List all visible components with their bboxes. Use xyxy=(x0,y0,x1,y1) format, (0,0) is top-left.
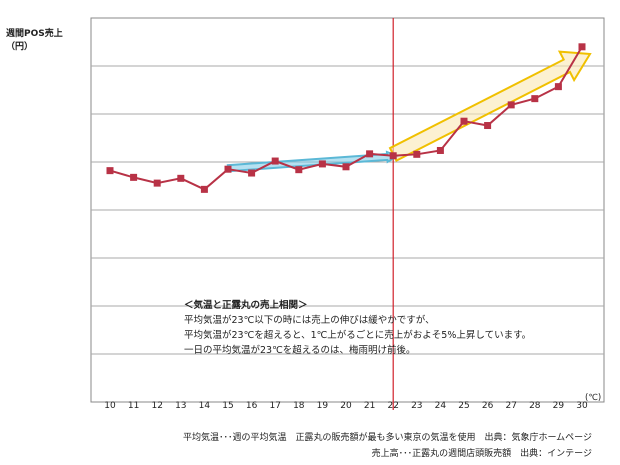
data-point-17 xyxy=(271,157,279,165)
x-tick-21: 21 xyxy=(364,401,375,411)
data-point-14 xyxy=(200,185,208,193)
data-point-25 xyxy=(460,117,468,125)
trend-arrow-fast xyxy=(388,50,592,162)
data-point-22 xyxy=(389,152,397,160)
annotation-line-2: 平均気温が23℃を超えると、1℃上がるごとに売上がおよそ5%上昇しています。 xyxy=(184,330,532,341)
annotation-line-1: 平均気温が23℃以下の時には売上の伸びは緩やかですが、 xyxy=(184,315,435,326)
x-tick-26: 26 xyxy=(482,401,494,411)
x-tick-11: 11 xyxy=(128,401,139,411)
x-tick-24: 24 xyxy=(435,401,447,411)
x-tick-18: 18 xyxy=(293,401,305,411)
data-point-20 xyxy=(342,163,350,171)
annotation-line-3: 一日の平均気温が23℃を超えるのは、梅雨明け前後。 xyxy=(184,345,416,356)
annotation-title: ＜気温と正露丸の売上相関＞ xyxy=(184,300,308,311)
footnote-sales: 売上高･･･正露丸の週間店頭販売額 出典：インテージ xyxy=(371,449,592,459)
data-point-16 xyxy=(248,169,256,177)
x-tick-13: 13 xyxy=(175,401,186,411)
data-point-13 xyxy=(177,174,185,182)
data-point-23 xyxy=(413,150,421,158)
data-point-30 xyxy=(578,43,586,51)
y-axis-label: 週間POS売上 （円） xyxy=(6,28,63,54)
x-tick-19: 19 xyxy=(317,401,329,411)
data-point-18 xyxy=(295,166,303,174)
data-point-19 xyxy=(318,160,326,168)
data-point-11 xyxy=(130,173,138,181)
x-axis-unit: (℃) xyxy=(585,393,602,403)
y-axis-label-text: 週間POS売上 （円） xyxy=(6,29,63,52)
x-tick-28: 28 xyxy=(529,401,541,411)
x-tick-10: 10 xyxy=(104,401,116,411)
x-tick-17: 17 xyxy=(269,401,280,411)
data-point-26 xyxy=(484,122,492,130)
annotation-box: ＜気温と正露丸の売上相関＞ 平均気温が23℃以下の時には売上の伸びは緩やかですが… xyxy=(184,298,531,358)
x-tick-25: 25 xyxy=(458,401,469,411)
x-tick-12: 12 xyxy=(151,401,162,411)
x-tick-30: 30 xyxy=(576,401,588,411)
data-point-12 xyxy=(153,179,161,187)
x-tick-20: 20 xyxy=(340,401,352,411)
x-tick-27: 27 xyxy=(505,401,516,411)
footnote-temperature: 平均気温･･･週の平均気温 正露丸の販売額が最も多い東京の気温を使用 出典：気象… xyxy=(182,433,592,443)
data-point-10 xyxy=(106,167,114,175)
data-point-27 xyxy=(507,101,515,109)
x-tick-29: 29 xyxy=(553,401,565,411)
x-tick-14: 14 xyxy=(199,401,211,411)
x-tick-16: 16 xyxy=(246,401,258,411)
data-point-29 xyxy=(554,83,562,91)
data-point-24 xyxy=(436,146,444,154)
data-point-21 xyxy=(366,150,374,158)
x-tick-23: 23 xyxy=(411,401,422,411)
data-point-28 xyxy=(531,95,539,103)
data-point-15 xyxy=(224,165,232,173)
x-tick-15: 15 xyxy=(222,401,233,411)
